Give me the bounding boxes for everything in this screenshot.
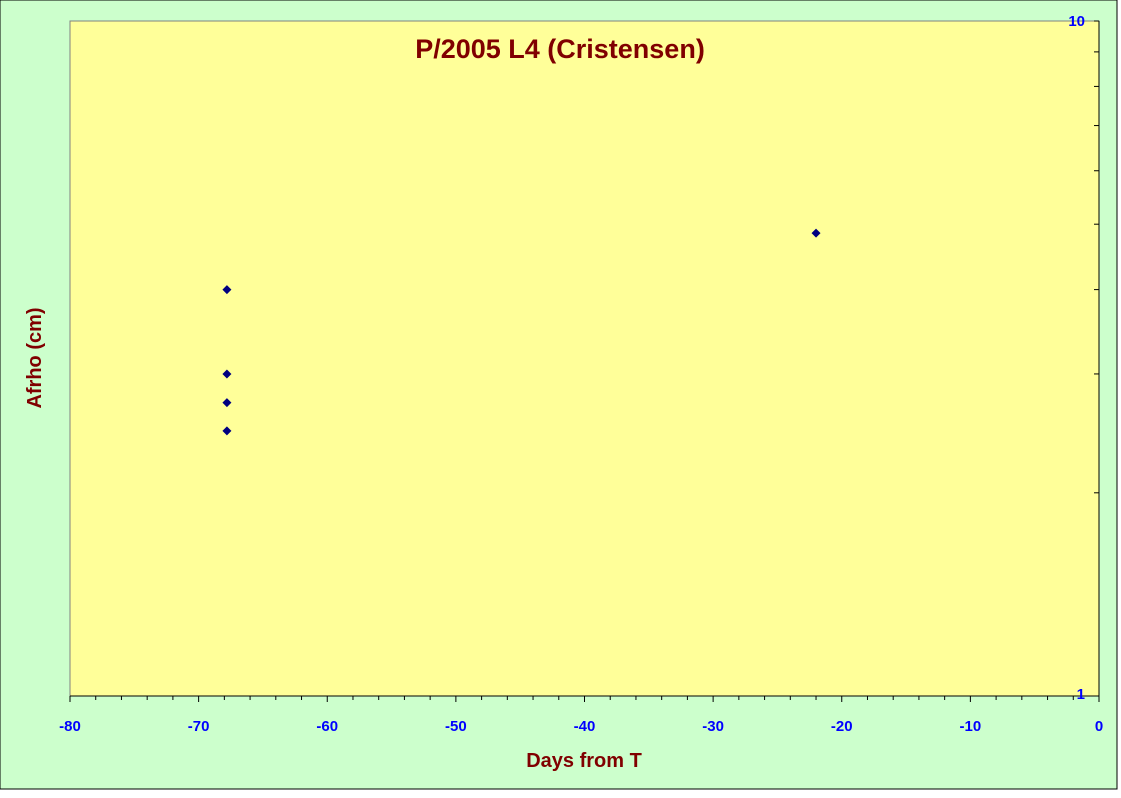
y-tick-label: 10 <box>1068 13 1085 30</box>
data-point <box>222 369 232 379</box>
x-tick-label: -40 <box>574 718 596 735</box>
chart-title: P/2005 L4 (Cristensen) <box>415 34 705 64</box>
x-tick-label: -80 <box>59 718 81 735</box>
plot-area <box>69 20 1100 697</box>
data-points <box>222 228 821 436</box>
data-point <box>222 426 232 436</box>
data-point <box>222 285 232 295</box>
y-tick-label: 1 <box>1077 686 1085 703</box>
x-axis-label: Days from T <box>526 750 642 772</box>
y-axis-label: Afrho (cm) <box>24 307 46 408</box>
x-tick-label: 0 <box>1095 718 1103 735</box>
data-point <box>222 398 232 408</box>
x-tick-label: -30 <box>702 718 724 735</box>
x-tick-label: -10 <box>960 718 982 735</box>
x-tick-label: -70 <box>188 718 210 735</box>
x-tick-label: -20 <box>831 718 853 735</box>
axes: -80 -70 -60 -50 -40 -30 -20 -10 0 10 1 <box>59 13 1103 735</box>
x-tick-label: -50 <box>445 718 467 735</box>
data-point <box>811 228 821 238</box>
x-tick-label: -60 <box>316 718 338 735</box>
